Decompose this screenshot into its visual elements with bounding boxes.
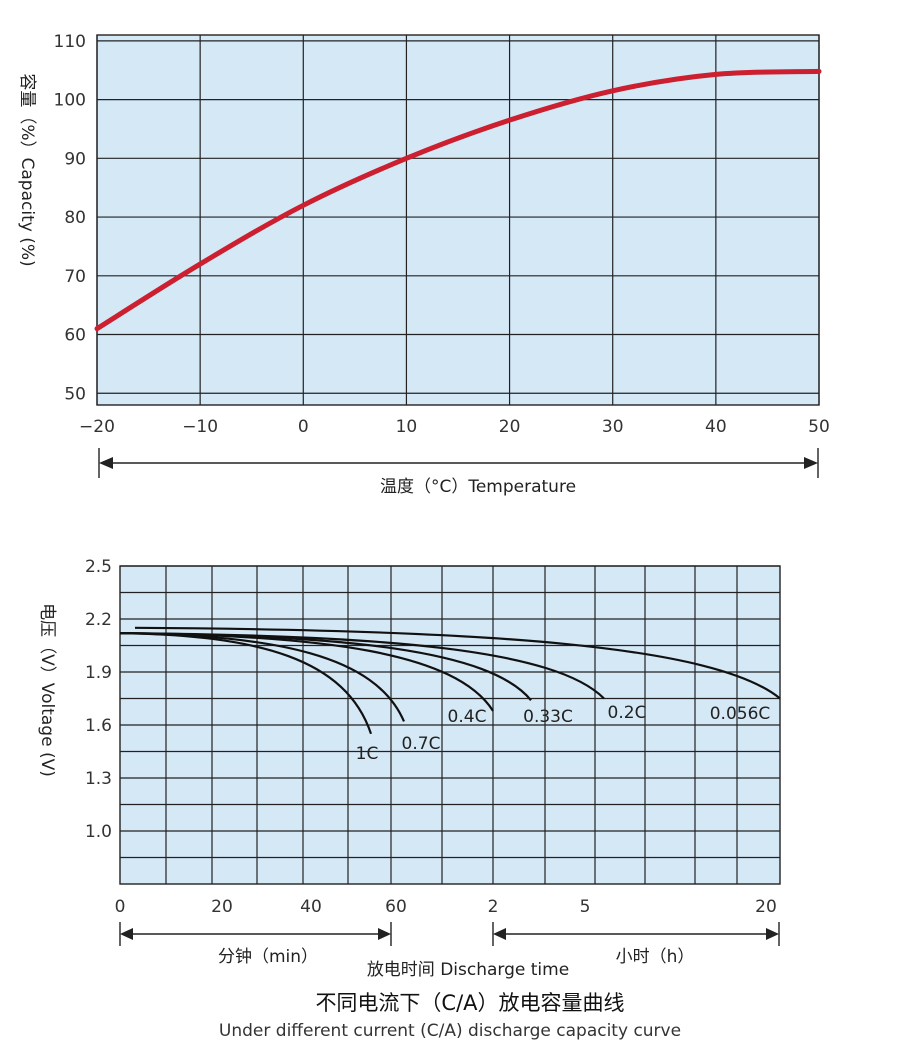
chart2-subtitle: Under different current (C/A) discharge … bbox=[219, 1021, 681, 1041]
discharge-curve-0-2C bbox=[119, 632, 605, 700]
chart2-hours-label: 小时（h） bbox=[616, 947, 695, 967]
chart1-y-tick-label: 50 bbox=[64, 384, 86, 404]
chart2-y-tick-label: 2.2 bbox=[85, 610, 112, 630]
chart2-curve-labels: 1C 0.7C 0.4C 0.33C 0.2C 0.056C bbox=[356, 703, 771, 764]
chart1-x-tick-label: 0 bbox=[298, 417, 309, 437]
discharge-curve-0-056C bbox=[134, 626, 781, 700]
chart2-x-tick-label: 0 bbox=[115, 897, 126, 917]
chart2-x-axis-label: 放电时间 Discharge time bbox=[367, 960, 569, 980]
chart2-x-tick-label: 2 bbox=[488, 897, 499, 917]
chart2-x-tick-label: 60 bbox=[385, 897, 407, 917]
chart2-y-tick-label: 1.3 bbox=[85, 769, 112, 789]
chart1-x-ticks: −20 −10 0 10 20 30 40 50 bbox=[79, 417, 830, 437]
chart1-y-ticks: 50 60 70 80 90 100 110 bbox=[54, 32, 86, 404]
curve-label-0-7C: 0.7C bbox=[402, 734, 441, 754]
chart2-y-tick-label: 2.5 bbox=[85, 557, 112, 577]
chart2-x-tick-label: 40 bbox=[300, 897, 322, 917]
chart2-y-tick-label: 1.0 bbox=[85, 822, 112, 842]
chart1-x-tick-label: 20 bbox=[499, 417, 521, 437]
curve-label-0-33C: 0.33C bbox=[523, 707, 573, 727]
discharge-curve-chart: 1.0 1.3 1.6 1.9 2.2 2.5 0 20 40 60 2 5 20 1C 0.7C 0.4… bbox=[37, 557, 781, 1041]
chart1-grid bbox=[96, 35, 820, 405]
chart1-x-tick-label: −20 bbox=[79, 417, 115, 437]
chart2-x-tick-label: 20 bbox=[211, 897, 233, 917]
chart2-x-tick-label: 20 bbox=[755, 897, 777, 917]
capacity-temperature-chart: 50 60 70 80 90 100 110 −20 −10 0 10 20 30 40 50 容量（%）… bbox=[17, 32, 830, 497]
chart1-x-tick-label: 40 bbox=[705, 417, 727, 437]
chart2-y-tick-label: 1.9 bbox=[85, 663, 112, 683]
chart2-hours-dimension-line bbox=[492, 922, 780, 946]
chart2-x-tick-label: 5 bbox=[580, 897, 591, 917]
chart1-plot-area bbox=[96, 34, 820, 406]
chart2-curves bbox=[119, 626, 781, 735]
capacity-curve bbox=[94, 68, 822, 332]
curve-label-0-2C: 0.2C bbox=[608, 703, 647, 723]
chart1-y-tick-label: 60 bbox=[64, 326, 86, 346]
chart1-x-tick-label: 50 bbox=[808, 417, 830, 437]
chart1-y-tick-label: 70 bbox=[64, 267, 86, 287]
chart2-y-tick-label: 1.6 bbox=[85, 716, 112, 736]
chart1-x-tick-label: 10 bbox=[396, 417, 418, 437]
chart1-x-tick-label: −10 bbox=[182, 417, 218, 437]
chart1-x-dimension-line bbox=[98, 448, 819, 478]
curve-label-0-056C: 0.056C bbox=[710, 704, 771, 724]
curve-label-1C: 1C bbox=[356, 744, 379, 764]
chart1-y-axis-label: 容量（%）Capacity (%) bbox=[17, 73, 37, 266]
curve-label-0-4C: 0.4C bbox=[448, 707, 487, 727]
chart2-x-ticks: 0 20 40 60 2 5 20 bbox=[115, 897, 777, 917]
chart1-x-tick-label: 30 bbox=[602, 417, 624, 437]
chart2-minutes-label: 分钟（min） bbox=[218, 947, 318, 967]
chart2-title: 不同电流下（C/A）放电容量曲线 bbox=[315, 991, 624, 1015]
chart1-x-axis-label: 温度（°C）Temperature bbox=[380, 477, 576, 497]
chart1-y-tick-label: 110 bbox=[54, 32, 86, 52]
chart1-y-tick-label: 80 bbox=[64, 208, 86, 228]
chart1-y-tick-label: 90 bbox=[64, 149, 86, 169]
chart2-grid bbox=[120, 565, 780, 884]
chart2-y-ticks: 1.0 1.3 1.6 1.9 2.2 2.5 bbox=[85, 557, 112, 842]
chart2-minutes-dimension-line bbox=[119, 922, 392, 946]
chart1-y-tick-label: 100 bbox=[54, 91, 86, 111]
chart2-y-axis-label: 电压（V）Voltage (V) bbox=[37, 603, 57, 777]
